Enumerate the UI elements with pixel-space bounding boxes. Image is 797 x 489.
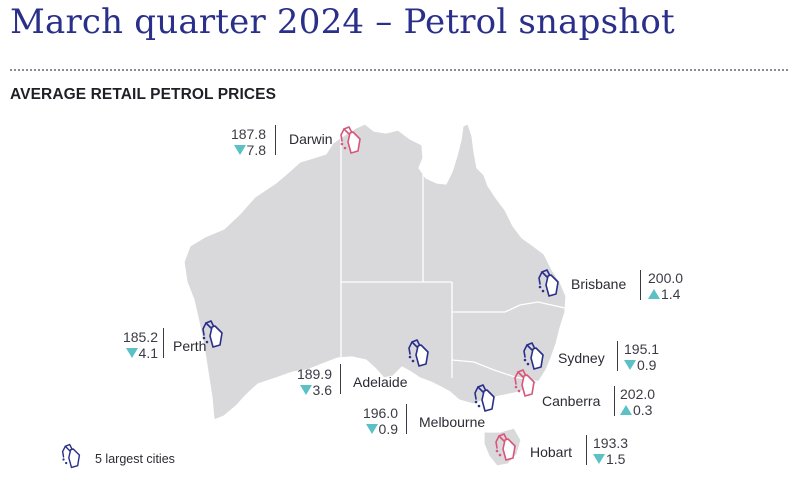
- divider-line: [275, 125, 276, 155]
- down-arrow-icon: [125, 348, 138, 358]
- page-title: March quarter 2024 – Petrol snapshot: [10, 2, 675, 42]
- city-label-hobart: Hobart: [530, 444, 573, 460]
- melbourne-price: 196.0: [362, 405, 398, 421]
- divider-line: [614, 386, 615, 416]
- divider-line: [340, 364, 341, 394]
- city-label-melbourne: Melbourne: [419, 414, 486, 430]
- adelaide-change: 3.6: [312, 382, 332, 398]
- divider-line: [586, 435, 587, 465]
- brisbane-change: 1.4: [661, 286, 681, 302]
- section-heading: AVERAGE RETAIL PETROL PRICES: [10, 86, 277, 103]
- divider-line: [163, 328, 164, 358]
- fuel-pump-icon: [495, 433, 516, 461]
- divider-line: [640, 270, 641, 300]
- divider-line: [617, 341, 618, 371]
- perth-price-box: 185.2 4.1: [112, 329, 158, 361]
- down-arrow-icon: [299, 385, 312, 395]
- melbourne-change: 0.9: [378, 421, 398, 437]
- perth-price: 185.2: [122, 329, 158, 345]
- border-nsw-qld: [452, 301, 566, 313]
- hobart-price: 193.3: [593, 435, 629, 451]
- fuel-pump-icon: [523, 342, 544, 370]
- mainland-shape: [183, 123, 567, 421]
- city-label-adelaide: Adelaide: [353, 374, 408, 390]
- canberra-price-box: 202.0 0.3: [620, 386, 670, 418]
- hobart-change: 1.5: [606, 451, 626, 467]
- adelaide-price-box: 189.9 3.6: [286, 366, 332, 398]
- down-arrow-icon: [233, 145, 246, 155]
- hobart-price-box: 193.3 1.5: [593, 435, 643, 467]
- legend-label: 5 largest cities: [95, 452, 175, 466]
- legend-fuel-pump-icon: [61, 443, 81, 469]
- sydney-price-box: 195.1 0.9: [624, 341, 674, 373]
- brisbane-price-box: 200.0 1.4: [648, 270, 698, 302]
- darwin-price: 187.8: [230, 126, 266, 142]
- city-label-perth: Perth: [173, 338, 207, 354]
- fuel-pump-icon: [538, 269, 559, 297]
- up-arrow-icon: [648, 289, 660, 299]
- divider-line: [406, 404, 407, 434]
- down-arrow-icon: [365, 424, 378, 434]
- down-arrow-icon: [624, 360, 636, 370]
- canberra-price: 202.0: [620, 386, 656, 402]
- brisbane-price: 200.0: [648, 270, 684, 286]
- sydney-change: 0.9: [637, 357, 657, 373]
- down-arrow-icon: [593, 454, 605, 464]
- darwin-change: 7.8: [246, 142, 266, 158]
- fuel-pump-icon: [514, 369, 535, 397]
- perth-change: 4.1: [138, 345, 158, 361]
- fuel-pump-icon: [202, 320, 223, 348]
- up-arrow-icon: [620, 405, 632, 415]
- city-label-darwin: Darwin: [289, 131, 333, 147]
- dotted-divider: [10, 69, 788, 71]
- city-label-sydney: Sydney: [558, 350, 605, 366]
- canberra-change: 0.3: [633, 402, 653, 418]
- fuel-pump-icon: [474, 384, 495, 412]
- melbourne-price-box: 196.0 0.9: [352, 405, 398, 437]
- sydney-price: 195.1: [624, 341, 660, 357]
- fuel-pump-icon: [340, 126, 361, 154]
- darwin-price-box: 187.8 7.8: [224, 126, 266, 158]
- city-label-canberra: Canberra: [542, 393, 601, 409]
- adelaide-price: 189.9: [296, 366, 332, 382]
- city-label-brisbane: Brisbane: [571, 276, 627, 292]
- fuel-pump-icon: [408, 339, 429, 367]
